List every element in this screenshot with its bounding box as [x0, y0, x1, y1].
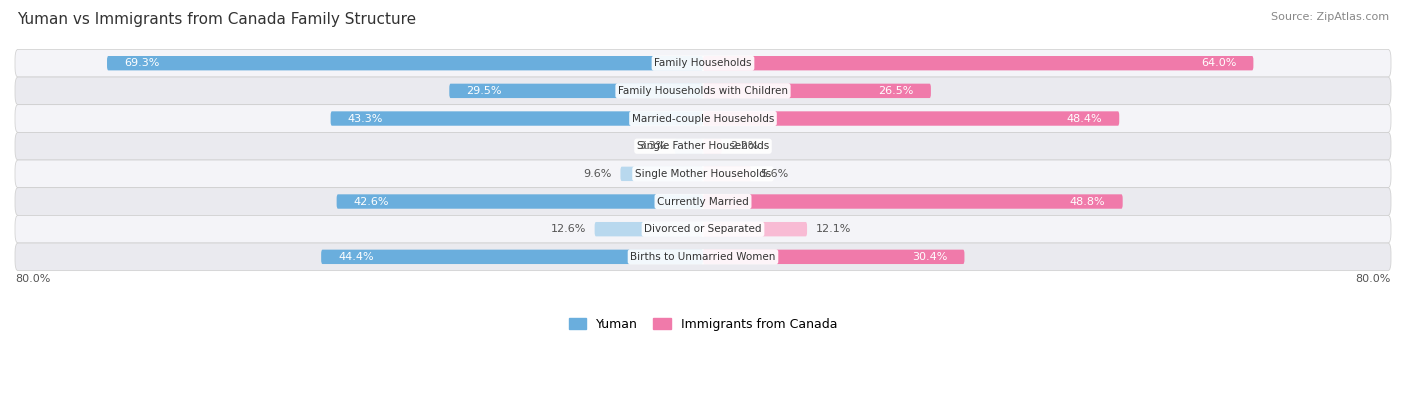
Text: Single Father Households: Single Father Households [637, 141, 769, 151]
FancyBboxPatch shape [15, 188, 1391, 215]
Text: 12.1%: 12.1% [815, 224, 851, 234]
FancyBboxPatch shape [620, 167, 703, 181]
Text: 44.4%: 44.4% [339, 252, 374, 262]
Text: Family Households: Family Households [654, 58, 752, 68]
FancyBboxPatch shape [450, 84, 703, 98]
Legend: Yuman, Immigrants from Canada: Yuman, Immigrants from Canada [569, 318, 837, 331]
Text: 26.5%: 26.5% [879, 86, 914, 96]
FancyBboxPatch shape [703, 84, 931, 98]
FancyBboxPatch shape [15, 132, 1391, 160]
FancyBboxPatch shape [703, 250, 965, 264]
Text: Single Mother Households: Single Mother Households [636, 169, 770, 179]
Text: 30.4%: 30.4% [912, 252, 948, 262]
Text: 48.4%: 48.4% [1066, 113, 1102, 124]
Text: 29.5%: 29.5% [467, 86, 502, 96]
Text: 80.0%: 80.0% [15, 274, 51, 284]
Text: Yuman vs Immigrants from Canada Family Structure: Yuman vs Immigrants from Canada Family S… [17, 12, 416, 27]
FancyBboxPatch shape [703, 56, 1253, 70]
Text: Currently Married: Currently Married [657, 197, 749, 207]
FancyBboxPatch shape [595, 222, 703, 236]
FancyBboxPatch shape [703, 111, 1119, 126]
FancyBboxPatch shape [675, 139, 703, 153]
Text: Married-couple Households: Married-couple Households [631, 113, 775, 124]
FancyBboxPatch shape [703, 139, 721, 153]
FancyBboxPatch shape [336, 194, 703, 209]
Text: 42.6%: 42.6% [354, 197, 389, 207]
Text: 5.6%: 5.6% [759, 169, 787, 179]
Text: Source: ZipAtlas.com: Source: ZipAtlas.com [1271, 12, 1389, 22]
Text: 43.3%: 43.3% [347, 113, 384, 124]
Text: Births to Unmarried Women: Births to Unmarried Women [630, 252, 776, 262]
Text: 12.6%: 12.6% [551, 224, 586, 234]
Text: 3.3%: 3.3% [638, 141, 666, 151]
Text: 80.0%: 80.0% [1355, 274, 1391, 284]
Text: Family Households with Children: Family Households with Children [619, 86, 787, 96]
Text: Divorced or Separated: Divorced or Separated [644, 224, 762, 234]
FancyBboxPatch shape [15, 160, 1391, 188]
FancyBboxPatch shape [15, 49, 1391, 77]
FancyBboxPatch shape [107, 56, 703, 70]
FancyBboxPatch shape [703, 222, 807, 236]
FancyBboxPatch shape [15, 105, 1391, 132]
Text: 9.6%: 9.6% [583, 169, 612, 179]
FancyBboxPatch shape [15, 243, 1391, 271]
FancyBboxPatch shape [330, 111, 703, 126]
Text: 64.0%: 64.0% [1201, 58, 1236, 68]
Text: 2.2%: 2.2% [731, 141, 759, 151]
FancyBboxPatch shape [15, 77, 1391, 105]
Text: 69.3%: 69.3% [124, 58, 160, 68]
FancyBboxPatch shape [703, 194, 1122, 209]
FancyBboxPatch shape [703, 167, 751, 181]
FancyBboxPatch shape [321, 250, 703, 264]
FancyBboxPatch shape [15, 215, 1391, 243]
Text: 48.8%: 48.8% [1070, 197, 1105, 207]
